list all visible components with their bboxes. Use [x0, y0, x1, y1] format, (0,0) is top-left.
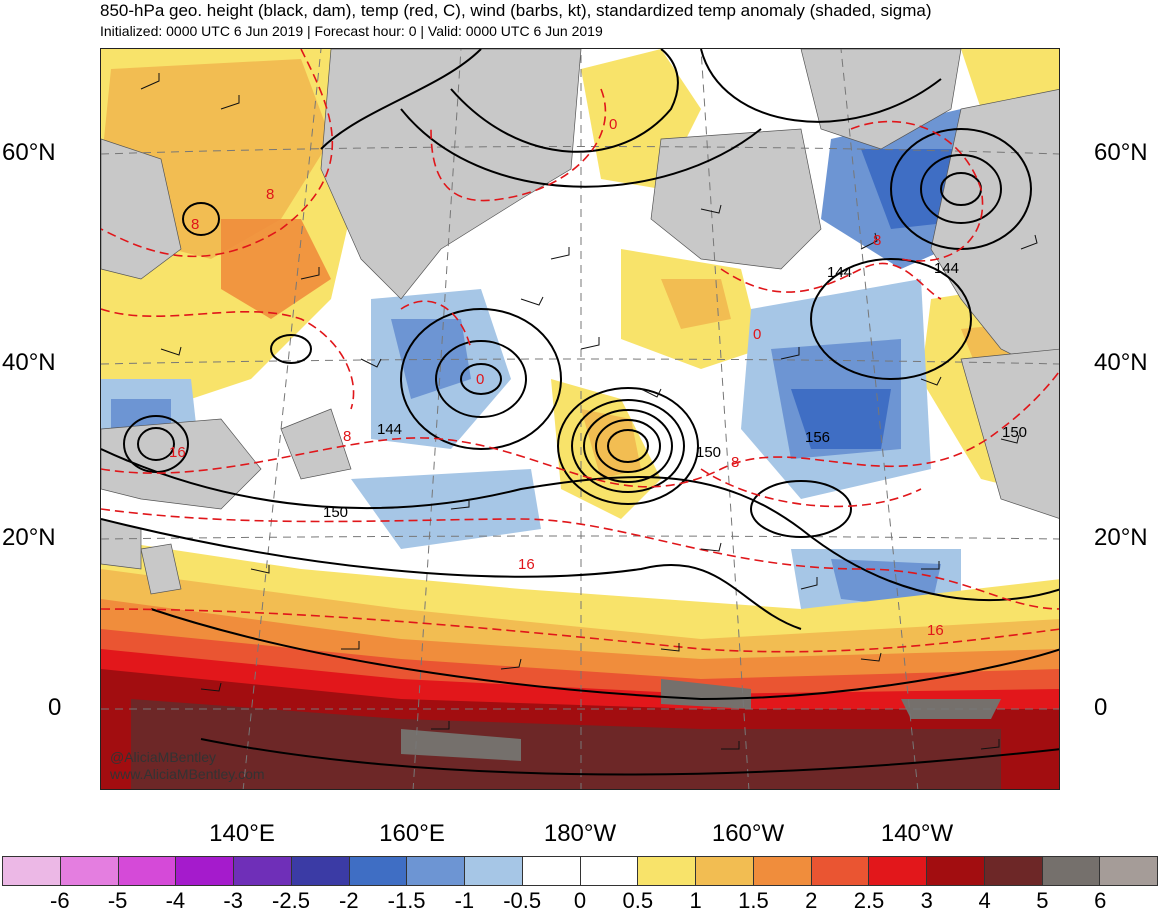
temp-label: 8	[191, 216, 199, 233]
colorbar-swatch	[465, 857, 523, 885]
colorbar-tick-label: 2.5	[853, 888, 885, 913]
colorbar-swatch	[522, 857, 581, 885]
colorbar-tick-label: 3	[920, 888, 933, 913]
height-label: 144	[377, 421, 402, 438]
temp-label: 8	[343, 428, 351, 445]
temp-label: 16	[169, 444, 186, 461]
height-label: 150	[696, 444, 721, 461]
colorbar-swatch	[60, 857, 119, 885]
height-label: 144	[934, 260, 959, 277]
map-panel: 144 150 156 144 144 150 150 8 8 16 8 0 0…	[100, 48, 1060, 790]
colorbar-tick-label: 1.5	[738, 888, 769, 913]
colorbar-swatch	[3, 857, 61, 885]
height-label: 150	[323, 504, 348, 521]
colorbar-swatch	[176, 857, 234, 885]
colorbar-swatch	[753, 857, 812, 885]
colorbar-swatch	[1042, 857, 1101, 885]
height-label: 156	[805, 429, 830, 446]
colorbar-swatch	[1100, 857, 1157, 885]
lon-label: 180°W	[543, 820, 617, 847]
colorbar-tick-label: -4	[165, 888, 186, 913]
colorbar-tick-label: -0.5	[503, 888, 542, 913]
colorbar-swatch	[349, 857, 408, 885]
colorbar-tick-label: 2	[805, 888, 818, 913]
temp-label: 0	[476, 371, 484, 388]
wind-barbs	[140, 73, 1038, 750]
lon-label: 140°W	[880, 820, 954, 847]
chart-subtitle: Initialized: 0000 UTC 6 Jun 2019 | Forec…	[100, 23, 603, 39]
height-label: 144	[827, 264, 852, 281]
contour-labels: 144 150 156 144 144 150 150 8 8 16 8 0 0…	[169, 116, 1027, 639]
colorbar-tick-label: -3	[223, 888, 243, 913]
colorbar-swatch	[407, 857, 465, 885]
colorbar-tick-label: 0.5	[622, 888, 654, 913]
temp-label: 0	[609, 116, 617, 133]
chart-title: 850-hPa geo. height (black, dam), temp (…	[100, 1, 932, 20]
lat-label-right: 40°N	[1094, 349, 1148, 376]
height-contours	[101, 49, 1059, 776]
lon-label: 160°W	[711, 820, 785, 847]
temp-label: 0	[753, 326, 761, 343]
lat-label-left: 60°N	[2, 139, 56, 166]
credit-handle: @AliciaMBentley	[110, 749, 217, 765]
lat-label-right: 20°N	[1094, 524, 1148, 551]
colorbar-tick-label: 0	[573, 888, 587, 913]
colorbar	[2, 856, 1158, 886]
temp-label: 8	[266, 186, 274, 203]
colorbar-tick-label: 4	[978, 888, 991, 913]
lon-label: 160°E	[379, 820, 445, 847]
temp-label: 16	[927, 622, 944, 639]
lon-label: 140°E	[209, 820, 275, 847]
colorbar-tick-label: -6	[50, 888, 70, 913]
temp-contours	[101, 49, 1059, 653]
temp-label: 8	[731, 454, 739, 471]
colorbar-swatch	[118, 857, 177, 885]
colorbar-swatch	[234, 857, 292, 885]
lat-label-right: 60°N	[1094, 139, 1148, 166]
lat-label-left: 40°N	[2, 349, 56, 376]
temp-label: 8	[873, 232, 881, 249]
colorbar-swatch	[291, 857, 350, 885]
land-masses	[101, 49, 1059, 595]
colorbar-swatch	[869, 857, 927, 885]
colorbar-swatch	[580, 857, 639, 885]
colorbar-swatch	[927, 857, 985, 885]
colorbar-tick-label: -1.5	[387, 888, 426, 913]
colorbar-swatch	[638, 857, 696, 885]
colorbar-tick-label: 6	[1094, 888, 1107, 913]
lat-label-left: 20°N	[2, 524, 56, 551]
credit-website: www.AliciaMBentley.com	[110, 766, 265, 782]
colorbar-tick-label: -1	[454, 888, 475, 913]
graticule	[101, 49, 1059, 789]
colorbar-swatch	[811, 857, 870, 885]
lat-label-left: 0	[48, 694, 62, 721]
colorbar-swatch	[984, 857, 1043, 885]
colorbar-tick-label: -2.5	[272, 888, 310, 913]
colorbar-tick-label: 5	[1036, 888, 1049, 913]
lat-label-right: 0	[1094, 694, 1108, 721]
colorbar-tick-label: -2	[339, 888, 359, 913]
colorbar-tick-label: 1	[689, 888, 702, 913]
height-label: 150	[1002, 424, 1027, 441]
colorbar-swatch	[696, 857, 754, 885]
temp-label: 16	[518, 556, 535, 573]
colorbar-tick-label: -5	[107, 888, 128, 913]
